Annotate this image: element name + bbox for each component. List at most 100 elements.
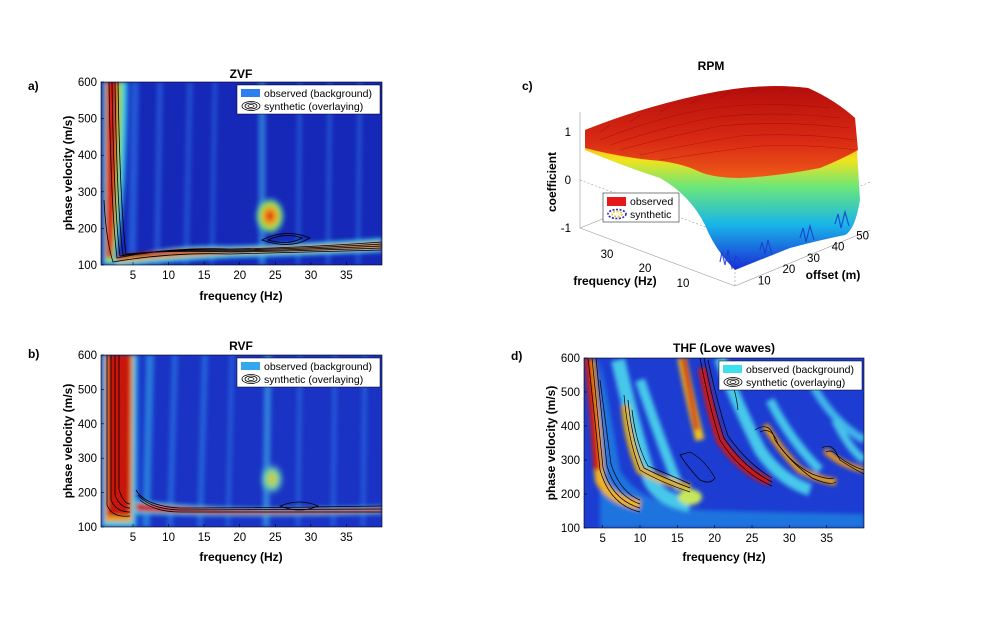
panel-b-synthetic-contours	[106, 355, 382, 517]
x-tick-label: 10	[162, 270, 175, 282]
y-tick-label: 300	[561, 455, 580, 467]
panel-a-legend: observed (background) synthetic (overlay…	[236, 84, 381, 115]
panel-d-letter: d)	[511, 349, 522, 363]
observed-swatch	[241, 362, 260, 370]
x-tick-label: 35	[340, 532, 353, 544]
z-tick-label: -1	[561, 223, 571, 235]
y-tick-label: 500	[561, 387, 580, 399]
x-tick-label: 5	[130, 270, 136, 282]
legend-synthetic: synthetic (overlaying)	[746, 377, 845, 389]
panel-d-ticks: 5 10 15 20 25 30 35 100 200 300 400 500 600	[561, 353, 833, 545]
offset-tick-label: 20	[782, 264, 795, 276]
panel-c-letter: c)	[522, 79, 533, 93]
y-tick-label: 500	[78, 114, 97, 126]
y-tick-label: 600	[78, 77, 97, 89]
panel-a-synthetic-contours	[103, 82, 382, 263]
panel-a-ylabel: phase velocity (m/s)	[61, 116, 75, 231]
z-tick-label: 1	[565, 127, 571, 139]
y-tick-label: 200	[78, 488, 97, 500]
legend-observed: observed	[630, 196, 673, 208]
x-tick-label: 30	[304, 532, 317, 544]
x-tick-label: 20	[708, 533, 721, 545]
x-tick-label: 20	[233, 270, 246, 282]
x-tick-label: 25	[269, 270, 282, 282]
panel-d-xlabel: frequency (Hz)	[682, 550, 765, 564]
panel-a-title: ZVF	[230, 67, 253, 81]
panel-a-xlabel: frequency (Hz)	[199, 289, 282, 303]
y-tick-label: 400	[561, 421, 580, 433]
y-tick-label: 200	[78, 223, 97, 235]
x-tick-label: 35	[820, 533, 833, 545]
panel-d: d) THF (Love waves)	[511, 341, 865, 564]
offset-tick-label: 30	[807, 253, 820, 265]
y-tick-label: 300	[78, 187, 97, 199]
offset-tick-label: 50	[856, 230, 869, 242]
y-tick-label: 100	[78, 260, 97, 272]
x-tick-label: 5	[599, 533, 605, 545]
observed-swatch	[241, 89, 260, 97]
observed-swatch	[723, 365, 742, 373]
panel-d-ylabel: phase velocity (m/s)	[544, 386, 558, 501]
panel-d-synthetic-contours	[587, 358, 864, 513]
panel-a-axes-frame	[100, 81, 383, 266]
panel-c: c) RPM	[522, 59, 871, 290]
y-tick-label: 100	[561, 523, 580, 535]
panel-a: a) ZVF	[28, 67, 383, 303]
panel-b-ticks: 5 10 15 20 25 30 35 100 200 300 400 500 600	[78, 350, 353, 544]
panel-d-legend: observed (background) synthetic (overlay…	[718, 360, 863, 391]
synthetic-contour-icon	[723, 377, 743, 387]
frequency-tick-label: 20	[639, 263, 652, 275]
panel-d-title: THF (Love waves)	[673, 341, 775, 355]
synthetic-dashed-icon	[607, 208, 627, 220]
panel-c-ylabel: frequency (Hz)	[573, 274, 656, 288]
x-tick-label: 25	[746, 533, 759, 545]
x-tick-label: 15	[198, 270, 211, 282]
x-tick-label: 30	[304, 270, 317, 282]
synthetic-contour-icon	[241, 101, 261, 111]
observed-swatch	[607, 197, 626, 206]
x-tick-label: 10	[162, 532, 175, 544]
panel-c-ticks: -1 0 1 10 20 30 10 20 30 40 50	[561, 127, 869, 290]
x-tick-label: 25	[269, 532, 282, 544]
y-tick-label: 600	[561, 353, 580, 365]
x-tick-label: 10	[634, 533, 647, 545]
synthetic-contour-icon	[241, 374, 261, 384]
y-tick-label: 600	[78, 350, 97, 362]
panel-c-legend: observed synthetic	[602, 192, 680, 223]
legend-synthetic: synthetic	[630, 209, 671, 221]
legend-synthetic: synthetic (overlaying)	[264, 374, 363, 386]
panel-b-xlabel: frequency (Hz)	[199, 550, 282, 564]
y-tick-label: 100	[78, 522, 97, 534]
x-tick-label: 5	[130, 532, 136, 544]
panel-c-surface	[585, 86, 860, 271]
x-tick-label: 15	[671, 533, 684, 545]
offset-tick-label: 10	[758, 275, 771, 287]
panel-a-ticks: 5 10 15 20 25 30 35 100 200 300 400 500 600	[78, 77, 353, 282]
y-tick-label: 400	[78, 150, 97, 162]
y-tick-label: 200	[561, 489, 580, 501]
x-tick-label: 20	[233, 532, 246, 544]
panel-c-zlabel: coefficient	[545, 152, 559, 212]
panel-b-title: RVF	[229, 339, 253, 353]
panel-b-letter: b)	[28, 347, 39, 361]
panel-b: b) RVF	[28, 339, 383, 564]
panel-b-legend: observed (background) synthetic (overlay…	[236, 357, 381, 388]
x-tick-label: 15	[198, 532, 211, 544]
legend-observed: observed (background)	[264, 361, 372, 373]
legend-observed: observed (background)	[746, 364, 854, 376]
legend-synthetic: synthetic (overlaying)	[264, 101, 363, 113]
x-tick-label: 35	[340, 270, 353, 282]
frequency-tick-label: 30	[601, 249, 614, 261]
x-tick-label: 30	[783, 533, 796, 545]
z-tick-label: 0	[565, 175, 571, 187]
y-tick-label: 300	[78, 453, 97, 465]
y-tick-label: 400	[78, 419, 97, 431]
panel-b-axes-frame	[100, 354, 383, 528]
y-tick-label: 500	[78, 384, 97, 396]
panel-c-xlabel: offset (m)	[806, 268, 861, 282]
frequency-tick-label: 10	[677, 278, 690, 290]
panel-d-axes-frame	[583, 357, 865, 529]
panel-a-letter: a)	[28, 79, 39, 93]
offset-tick-label: 40	[832, 242, 845, 254]
